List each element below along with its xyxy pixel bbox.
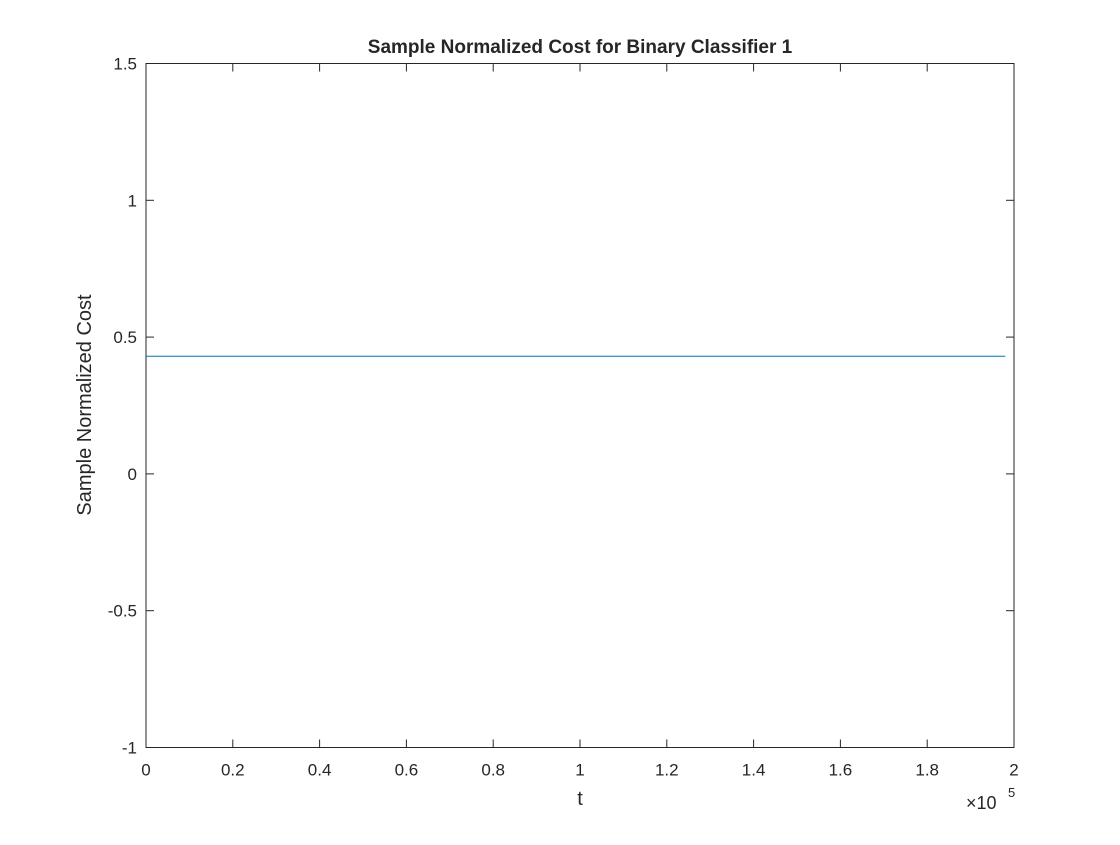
x-tick-label: 1.8 [915,761,939,780]
x-axis-exponent: ×10 5 [966,785,1015,813]
y-tick-label: 1 [128,191,137,210]
x-tick-label: 0.4 [308,761,332,780]
x-axis-label: t [577,788,583,810]
y-tick-label: 0.5 [113,328,137,347]
chart-title: Sample Normalized Cost for Binary Classi… [368,37,793,58]
x-tick-label: 0 [141,761,150,780]
y-tick-label: -1 [122,739,137,758]
x-tick-label: 1.6 [829,761,853,780]
x-tick-label: 0.8 [481,761,505,780]
x-tick-label: 2 [1009,761,1018,780]
x-tick-label: 0.2 [221,761,245,780]
axes-box [145,63,1015,748]
x-axis-exponent-base: ×10 [966,793,997,813]
x-axis-exponent-power: 5 [1008,785,1015,800]
y-tick-label: 1.5 [113,55,137,74]
x-tick-label: 1 [575,761,584,780]
x-tick-label: 1.2 [655,761,679,780]
ticks: 0 0.2 0.4 0.6 0.8 1 1.2 1.4 1.6 1.8 2 -1 -0.5 0 0.5 1 1.… [108,55,1019,780]
x-tick-label: 1.4 [742,761,766,780]
y-tick-label: -0.5 [108,602,137,621]
x-tick-label: 0.6 [395,761,419,780]
y-axis-label: Sample Normalized Cost [74,294,96,516]
y-tick-label: 0 [128,465,137,484]
